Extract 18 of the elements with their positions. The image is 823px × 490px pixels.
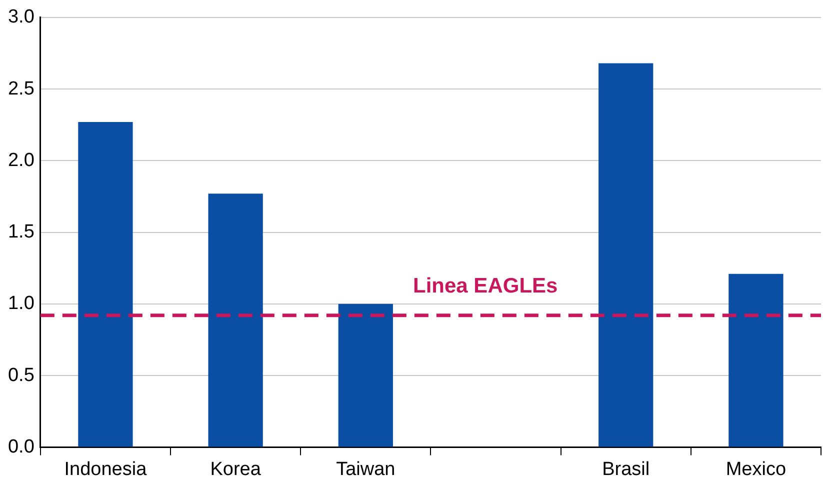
y-tick-label: 0.5 (8, 364, 34, 386)
bar (338, 304, 393, 447)
y-tick-label: 2.5 (8, 78, 34, 100)
x-tick-label: Korea (210, 458, 262, 480)
x-tick-label: Mexico (726, 458, 786, 480)
bar (78, 122, 133, 447)
x-tick-label: Brasil (602, 458, 650, 480)
y-tick-label: 0.0 (8, 436, 34, 458)
y-tick-label: 1.5 (8, 222, 34, 243)
x-tick-label: Taiwan (336, 458, 396, 480)
x-tick-label: Indonesia (64, 458, 148, 480)
y-tick-label: 2.0 (8, 150, 34, 171)
ref-line-label: Linea EAGLEs (412, 274, 558, 298)
bar (728, 274, 784, 447)
bar (208, 194, 263, 447)
bar (598, 63, 654, 447)
y-tick-label: 3.0 (8, 6, 34, 28)
y-tick-label: 1.0 (8, 293, 34, 314)
